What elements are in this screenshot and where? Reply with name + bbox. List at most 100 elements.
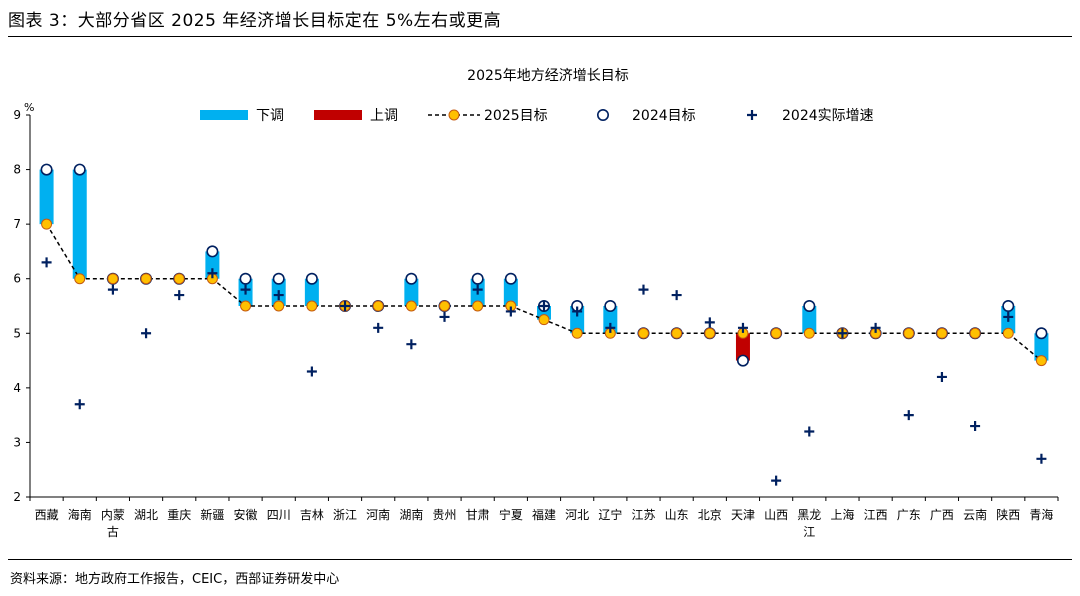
actual2024-point: [306, 366, 317, 377]
y-tick-label: 4: [13, 381, 21, 395]
x-tick-label: 内蒙: [101, 508, 125, 522]
actual2024-point: [936, 371, 947, 382]
target2024-point: [471, 272, 484, 285]
y-tick-label: 7: [13, 217, 21, 231]
x-tick-label: 云南: [963, 507, 987, 522]
actual2024-point: [903, 410, 914, 421]
target2025-point: [671, 327, 683, 339]
legend-label-actual2024: 2024实际增速: [782, 108, 874, 124]
source-note: 资料来源：地方政府工作报告，CEIC，西部证券研发中心: [10, 572, 340, 587]
x-tick-label: 上海: [830, 507, 854, 522]
x-tick-label: 新疆: [200, 507, 224, 522]
target2024-point: [504, 272, 517, 285]
target2025-point: [1035, 355, 1047, 367]
actual2024-point: [340, 301, 351, 311]
target2025-point: [538, 314, 550, 326]
actual2024-point: [141, 328, 152, 339]
down-bar: [1034, 333, 1049, 361]
actual2024-point: [704, 317, 715, 328]
actual2024-point: [638, 284, 649, 295]
x-tick-label: 陕西: [996, 507, 1020, 522]
actual2024-point: [240, 284, 251, 295]
down-bar: [72, 169, 87, 279]
target2025-line: [45, 223, 1042, 362]
actual2024-point: [771, 475, 782, 486]
target2025-point: [936, 327, 948, 339]
target2025-point: [306, 300, 318, 312]
x-tick-label: 山西: [764, 508, 788, 522]
legend: 下调 上调 2025目标 2024目标 2024实际增速: [200, 108, 874, 124]
actual2024-point: [207, 268, 218, 279]
down-bar: [205, 251, 220, 279]
target2024-point: [803, 299, 816, 312]
change-bars: [39, 169, 1049, 361]
down-bar: [802, 306, 817, 334]
x-tick-label: 广东: [897, 508, 921, 522]
target2024-point: [40, 163, 53, 176]
actual2024-point: [472, 284, 483, 295]
target2025-point: [405, 300, 417, 312]
actual2024-point: [406, 339, 417, 350]
legend-target2024-marker: [596, 109, 609, 122]
target2024-point: [405, 272, 418, 285]
actual2024-point: [107, 284, 118, 295]
target2025-point: [140, 273, 152, 285]
target2024-point: [73, 163, 86, 176]
actual2024-point: [804, 426, 815, 437]
target2025-point: [74, 273, 86, 285]
x-tick-label: 北京: [698, 508, 722, 522]
actual2024-point: [373, 322, 384, 333]
target2025-point: [903, 327, 915, 339]
target2025-point: [704, 327, 716, 339]
legend-up-swatch: [314, 110, 362, 120]
x-tick-label: 福建: [532, 507, 556, 522]
target-chart: 2025年地方经济增长目标 % 下调 上调 2025目标 2024目标 2024实际增速…: [13, 68, 1059, 539]
target2024-point: [206, 245, 219, 258]
target2025-point: [41, 218, 53, 230]
target2025-point: [273, 300, 285, 312]
x-tick-label: 江苏: [631, 508, 655, 522]
x-tick-label: 海南: [68, 507, 92, 522]
target2025-point: [472, 300, 484, 312]
x-tick-label: 甘肃: [466, 508, 490, 522]
actual2024-point: [439, 311, 450, 322]
target2024-point: [272, 272, 285, 285]
target2024-point: [1002, 299, 1015, 312]
down-bar: [503, 278, 518, 306]
x-tick-label: 黑龙: [797, 508, 821, 522]
y-tick-label: 9: [13, 108, 21, 122]
y-tick-label: 3: [13, 435, 21, 449]
x-tick-label: 宁夏: [499, 507, 523, 522]
x-tick-label: 湖南: [399, 507, 423, 522]
legend-label-up: 上调: [370, 108, 398, 124]
x-tick-label: 湖北: [134, 507, 158, 522]
x-tick-label: 河北: [565, 508, 589, 522]
x-tick-label: 江西: [864, 508, 888, 522]
target2025-point: [1002, 327, 1014, 339]
target2025-series-line: [45, 223, 1042, 362]
actual2024-point: [174, 290, 185, 301]
x-tick-label: 山东: [665, 508, 689, 522]
target2024-point: [239, 272, 252, 285]
actual2024-point: [273, 290, 284, 301]
down-bar: [39, 169, 54, 225]
x-tick-label: 河南: [366, 507, 390, 522]
actual2024-point: [505, 306, 516, 317]
actual2024-point: [41, 257, 52, 268]
top-rule: [8, 36, 1072, 37]
target2024-point: [1035, 327, 1048, 340]
y-tick-label: 5: [13, 326, 21, 340]
target2025-point: [240, 300, 252, 312]
x-tick-label: 辽宁: [598, 507, 622, 522]
y-tick-label: 8: [13, 163, 21, 177]
target2025-point: [637, 327, 649, 339]
legend-down-swatch: [200, 110, 248, 120]
target2025-point: [107, 273, 119, 285]
legend-target2025-marker: [448, 109, 460, 121]
actual2024-point: [572, 306, 583, 317]
actual2024-point: [870, 322, 881, 333]
actual2024-point: [1003, 311, 1014, 322]
down-bar: [570, 306, 585, 334]
bottom-rule: [8, 559, 1072, 560]
axes: 2 3 4 5 6 7 8 9: [13, 108, 1059, 504]
